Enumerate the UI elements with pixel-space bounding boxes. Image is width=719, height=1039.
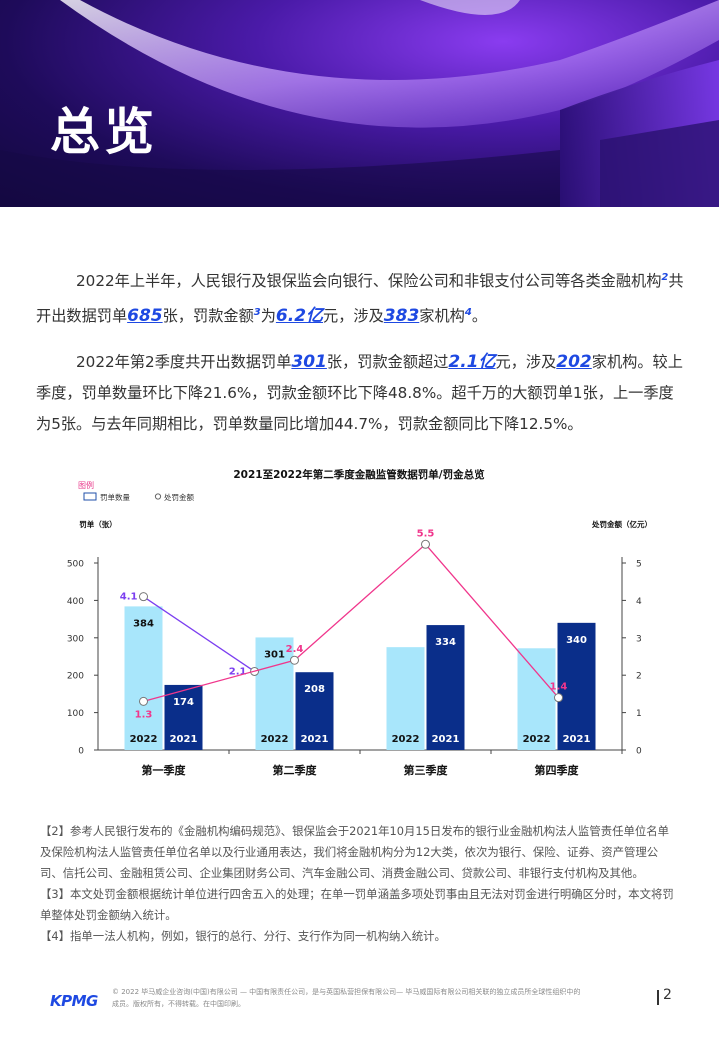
bar-2022 [255, 637, 294, 750]
p1-text: 。 [471, 307, 487, 326]
y-axis-right-title: 处罚金额（亿元） [591, 519, 652, 529]
bar-2022 [124, 606, 163, 750]
y-tick-label-left: 500 [67, 560, 84, 570]
p1-text: 家机构 [419, 307, 465, 326]
bar-2021 [164, 684, 203, 750]
hero-banner: 总览 [0, 0, 719, 207]
footnote-ref-4[interactable]: 4 [464, 307, 472, 319]
p1-text: 为 [260, 307, 276, 326]
line-point [554, 693, 563, 703]
legend-line-marker [154, 493, 162, 500]
p1-text: 张，罚款金额 [162, 307, 254, 326]
p1-text: 元，涉及 [323, 307, 384, 326]
legend-bar-label: 罚单数量 [100, 492, 130, 502]
bar-value-label: 340 [566, 635, 587, 646]
bar-year-label: 2021 [432, 734, 460, 745]
hero-decoration [0, 0, 719, 207]
x-tick-label: 第四季度 [535, 763, 580, 777]
institutions-count-value: 383 [383, 306, 420, 327]
y-tick-label-right: 3 [636, 634, 642, 644]
bar-year-label: 2022 [523, 734, 551, 745]
bar-value-label: 208 [304, 684, 325, 695]
legend-title: 图例 [78, 480, 94, 490]
line-value-label: 5.5 [417, 528, 435, 539]
line-value-label: 4.1 [120, 592, 138, 603]
footnote-ref-3[interactable]: 3 [253, 307, 261, 319]
line-point [139, 696, 148, 706]
y-tick-label-right: 2 [636, 672, 642, 682]
x-tick-label: 第二季度 [273, 763, 318, 777]
bar-year-label: 2021 [301, 734, 329, 745]
page-footer: KPMG © 2022 毕马威企业咨询(中国)有限公司 — 中国有限责任公司，是… [0, 984, 719, 1024]
fines-amount-value: 6.2亿 [275, 306, 324, 327]
y-tick-label-right: 5 [636, 560, 642, 570]
p2-text: 家机构。较上季度，罚单数量环比下降21.6%，罚款金额环比下降48.8%。超千万… [36, 353, 683, 433]
footnotes: 【2】参考人民银行发布的《金融机构编码规范》、银保监会于2021年10月15日发… [40, 821, 680, 947]
line-series-2022 [143, 596, 255, 672]
bar-2021 [426, 625, 465, 750]
legend-bar-swatch [83, 492, 97, 501]
bar-year-label: 2022 [261, 734, 289, 745]
page-number: 2 [663, 987, 672, 1003]
y-tick-label-left: 300 [67, 634, 84, 644]
bar-2021 [557, 622, 596, 750]
bar-year-label: 2021 [563, 734, 591, 745]
p2-text: 2022年第2季度共开出数据罚单 [76, 353, 292, 371]
y-tick-label-right: 4 [636, 597, 642, 607]
p1-text: 共开出数据罚单 [36, 272, 684, 326]
q2-fines-amount-value: 2.1亿 [448, 352, 496, 372]
q2-fines-count-value: 301 [291, 352, 327, 372]
bar-value-label: 384 [133, 618, 154, 629]
legal-line: 成员。版权所有，不得转载。在中国印刷。 [112, 1000, 245, 1008]
line-point [290, 655, 299, 665]
q2-institutions-count-value: 202 [556, 352, 592, 372]
footnote-2: 【2】参考人民银行发布的《金融机构编码规范》、银保监会于2021年10月15日发… [40, 824, 670, 880]
summary-paragraph-1: 2022年上半年，人民银行及银保监会向银行、保险公司和非银支付公司等各类金融机构… [36, 262, 686, 332]
y-tick-label-right: 1 [636, 709, 642, 719]
line-value-label: 2.4 [286, 644, 304, 655]
bar-2022 [386, 647, 425, 750]
page-number-divider [657, 990, 659, 1005]
y-tick-label-left: 0 [78, 747, 84, 757]
y-axis-left-title: 罚单（张） [79, 519, 117, 529]
bar-value-label: 301 [264, 649, 285, 660]
bar-year-label: 2021 [170, 734, 198, 745]
line-point [139, 592, 148, 602]
bar-2022 [517, 648, 556, 750]
p1-text: 2022年上半年，人民银行及银保监会向银行、保险公司和非银支付公司等各类金融机构 [76, 272, 662, 291]
bar-2021 [295, 672, 334, 750]
fines-count-value: 685 [127, 306, 163, 327]
line-value-label: 1.3 [135, 709, 153, 720]
x-tick-label: 第一季度 [142, 763, 187, 777]
summary-paragraph-2: 2022年第2季度共开出数据罚单301张，罚款金额超过2.1亿元，涉及202家机… [36, 347, 686, 440]
footnote-ref-2[interactable]: 2 [661, 272, 669, 283]
footnote-4: 【4】指单一法人机构，例如，银行的总行、分行、支行作为同一机构纳入统计。 [40, 929, 446, 943]
y-tick-label-left: 100 [67, 709, 84, 719]
page-title: 总览 [50, 103, 158, 161]
bar-value-label: 174 [173, 697, 194, 708]
x-tick-label: 第三季度 [404, 763, 449, 777]
footnote-3: 【3】本文处罚金额根据统计单位进行四舍五入的处理；在单一罚单涵盖多项处罚事由且无… [40, 887, 674, 922]
y-tick-label-left: 200 [67, 672, 84, 682]
y-tick-label-right: 0 [636, 747, 642, 757]
line-point [421, 539, 430, 549]
bar-year-label: 2022 [130, 734, 158, 745]
chart-title: 2021至2022年第二季度金融监管数据罚单/罚金总览 [233, 468, 485, 481]
line-series-2021 [143, 543, 559, 703]
line-value-label: 2.1 [229, 666, 247, 677]
bar-year-label: 2022 [392, 734, 420, 745]
legend-line-label: 处罚金额 [164, 492, 194, 502]
p2-text: 元，涉及 [495, 353, 557, 371]
y-tick-label-left: 400 [67, 597, 84, 607]
p2-text: 张，罚款金额超过 [326, 353, 449, 371]
kpmg-logo: KPMG [50, 992, 98, 1010]
legal-line: © 2022 毕马威企业咨询(中国)有限公司 — 中国有限责任公司，是与英国私营… [112, 988, 581, 996]
line-value-label: 1.4 [550, 682, 568, 693]
legal-notice: © 2022 毕马威企业咨询(中国)有限公司 — 中国有限责任公司，是与英国私营… [112, 986, 632, 1010]
bar-value-label: 334 [435, 637, 456, 648]
